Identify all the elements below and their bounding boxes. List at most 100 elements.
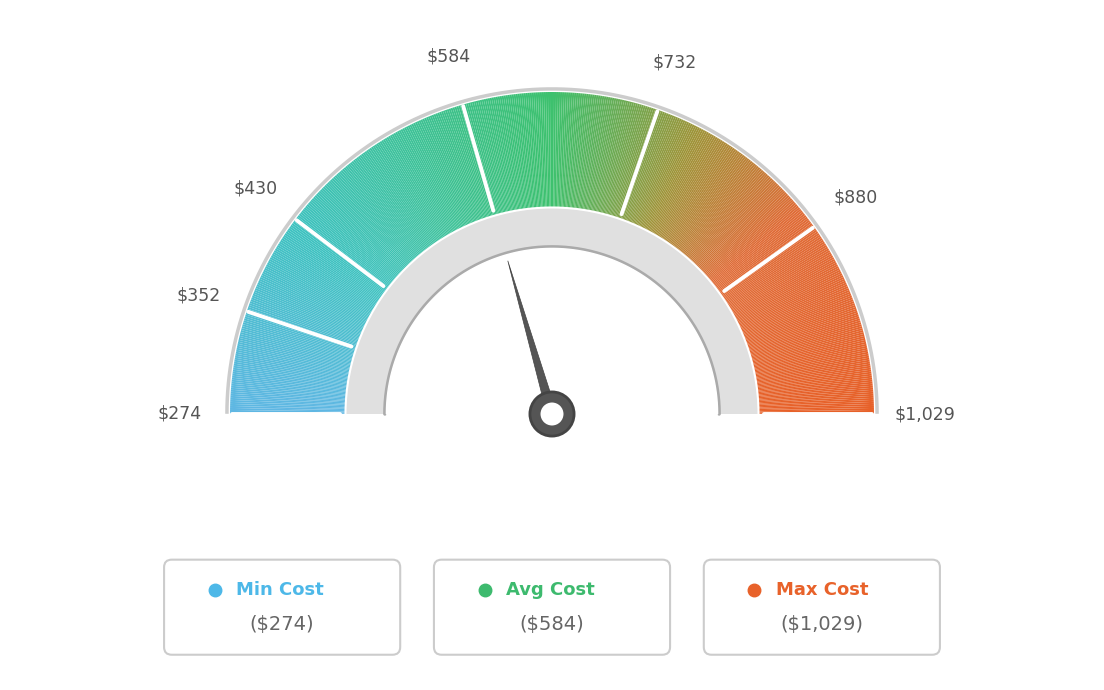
- Wedge shape: [440, 111, 482, 221]
- Wedge shape: [232, 380, 348, 393]
- Wedge shape: [648, 129, 703, 233]
- Wedge shape: [232, 374, 348, 390]
- Wedge shape: [740, 282, 847, 331]
- Wedge shape: [747, 313, 858, 351]
- Wedge shape: [751, 330, 863, 362]
- Wedge shape: [231, 392, 347, 401]
- Wedge shape: [757, 406, 874, 410]
- Wedge shape: [298, 215, 391, 288]
- Wedge shape: [715, 218, 809, 290]
- Wedge shape: [689, 174, 768, 262]
- Text: $732: $732: [652, 53, 697, 71]
- Wedge shape: [729, 250, 830, 310]
- Wedge shape: [496, 97, 518, 212]
- Wedge shape: [558, 92, 562, 208]
- Wedge shape: [675, 156, 746, 250]
- Wedge shape: [611, 106, 646, 217]
- Wedge shape: [410, 124, 463, 230]
- Wedge shape: [742, 292, 851, 337]
- Wedge shape: [757, 404, 874, 409]
- Wedge shape: [304, 207, 394, 283]
- Text: Min Cost: Min Cost: [236, 582, 323, 600]
- Wedge shape: [729, 248, 829, 309]
- Wedge shape: [399, 130, 455, 233]
- Wedge shape: [666, 146, 731, 244]
- Text: ($274): ($274): [250, 615, 315, 635]
- Wedge shape: [755, 368, 871, 386]
- Wedge shape: [588, 97, 611, 212]
- Wedge shape: [639, 123, 691, 228]
- Wedge shape: [567, 93, 578, 209]
- Wedge shape: [256, 286, 363, 333]
- Wedge shape: [752, 336, 864, 366]
- Wedge shape: [708, 204, 797, 281]
- Wedge shape: [704, 198, 793, 277]
- Wedge shape: [625, 113, 669, 222]
- Wedge shape: [749, 320, 861, 355]
- Wedge shape: [283, 237, 381, 302]
- Wedge shape: [520, 93, 532, 210]
- Wedge shape: [299, 213, 391, 287]
- Wedge shape: [550, 92, 552, 208]
- Wedge shape: [744, 301, 854, 343]
- Wedge shape: [745, 305, 856, 346]
- Wedge shape: [592, 98, 616, 213]
- Wedge shape: [535, 92, 543, 209]
- Wedge shape: [439, 112, 481, 221]
- Wedge shape: [680, 162, 754, 254]
- Wedge shape: [735, 270, 841, 323]
- Wedge shape: [614, 107, 651, 219]
- Wedge shape: [585, 97, 606, 211]
- Wedge shape: [240, 334, 353, 364]
- Wedge shape: [346, 166, 421, 257]
- Wedge shape: [263, 270, 369, 323]
- Wedge shape: [747, 315, 859, 352]
- Wedge shape: [604, 103, 636, 216]
- Wedge shape: [315, 195, 402, 275]
- Wedge shape: [237, 346, 351, 372]
- Wedge shape: [662, 142, 726, 242]
- Wedge shape: [673, 155, 744, 249]
- Wedge shape: [687, 171, 765, 260]
- Wedge shape: [257, 282, 364, 331]
- Wedge shape: [690, 175, 769, 262]
- Wedge shape: [282, 238, 380, 303]
- Wedge shape: [570, 93, 582, 210]
- Wedge shape: [530, 92, 539, 209]
- Wedge shape: [456, 106, 492, 218]
- Wedge shape: [744, 299, 853, 342]
- Wedge shape: [694, 182, 777, 267]
- Wedge shape: [364, 151, 434, 247]
- Wedge shape: [319, 190, 404, 273]
- Wedge shape: [374, 144, 439, 243]
- Wedge shape: [232, 377, 348, 392]
- Text: Avg Cost: Avg Cost: [506, 582, 595, 600]
- Wedge shape: [714, 217, 808, 289]
- Wedge shape: [317, 192, 403, 273]
- Wedge shape: [707, 203, 796, 280]
- Text: $274: $274: [158, 405, 201, 423]
- Wedge shape: [302, 209, 394, 284]
- Wedge shape: [243, 322, 355, 357]
- Wedge shape: [594, 99, 620, 213]
- Wedge shape: [590, 97, 613, 212]
- Wedge shape: [415, 122, 466, 228]
- Wedge shape: [290, 225, 385, 294]
- Wedge shape: [488, 98, 512, 213]
- Wedge shape: [577, 95, 594, 210]
- Wedge shape: [232, 382, 348, 395]
- Text: ($1,029): ($1,029): [781, 615, 863, 635]
- Wedge shape: [754, 359, 870, 381]
- Wedge shape: [755, 372, 871, 388]
- Wedge shape: [721, 231, 818, 299]
- Wedge shape: [493, 97, 516, 212]
- Wedge shape: [528, 92, 538, 209]
- Wedge shape: [244, 317, 357, 353]
- Wedge shape: [343, 167, 420, 257]
- Wedge shape: [556, 92, 560, 208]
- Text: $1,029: $1,029: [894, 405, 955, 423]
- Wedge shape: [754, 355, 869, 378]
- Wedge shape: [232, 375, 348, 391]
- Wedge shape: [546, 92, 550, 208]
- Wedge shape: [248, 305, 359, 346]
